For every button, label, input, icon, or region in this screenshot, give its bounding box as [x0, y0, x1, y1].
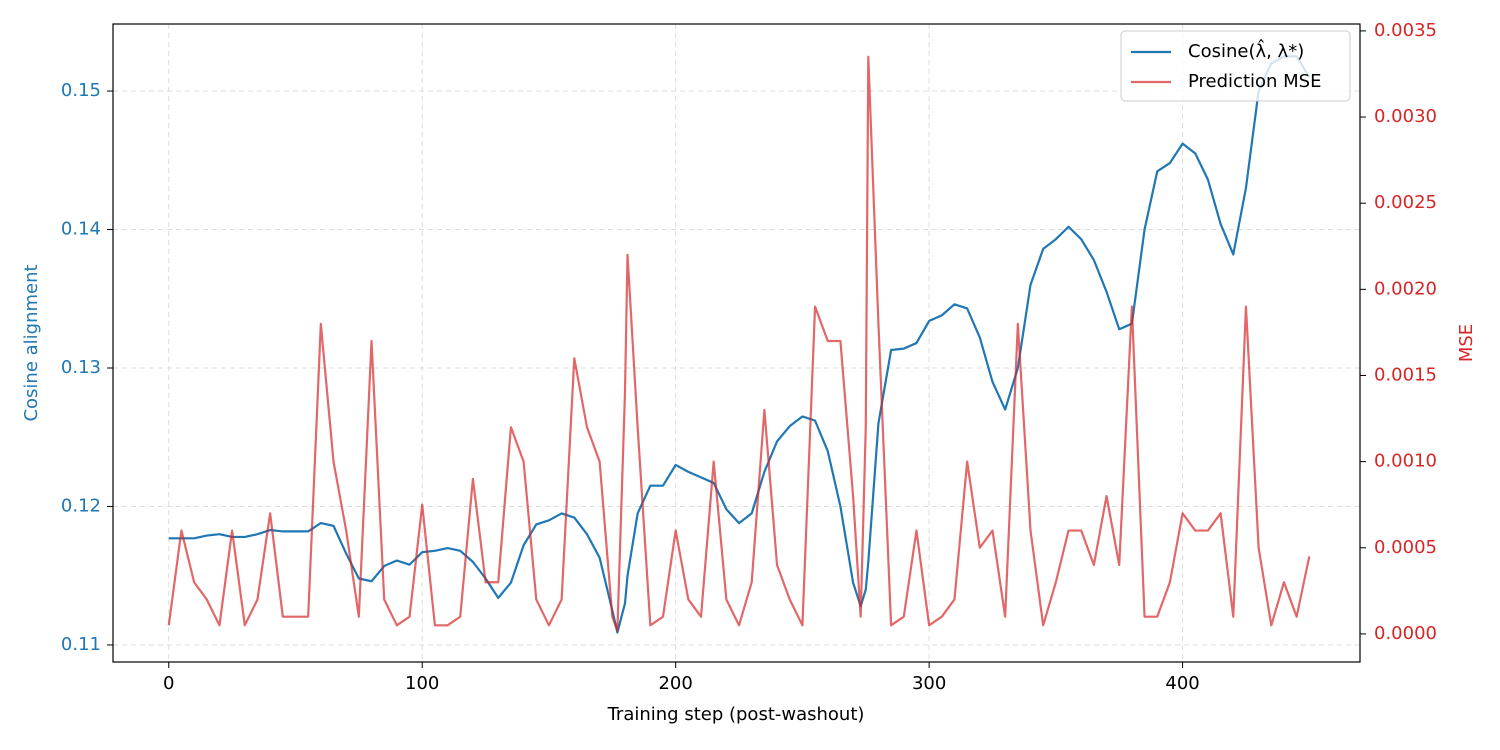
- y2-tick-label: 0.0015: [1374, 364, 1437, 385]
- y-tick-label: 0.14: [61, 219, 101, 240]
- y-tick-label: 0.11: [61, 634, 101, 655]
- x-tick-label: 100: [405, 673, 439, 694]
- y2-tick-label: 0.0010: [1374, 451, 1437, 472]
- legend-label: Cosine(λ̂, λ*): [1188, 39, 1304, 62]
- series-line: [167, 55, 1311, 632]
- y-axis-label: Cosine alignment: [21, 264, 42, 421]
- y2-tick-label: 0.0025: [1374, 192, 1437, 213]
- x-tick-label: 0: [163, 673, 174, 694]
- y2-tick-label: 0.0035: [1374, 20, 1437, 41]
- x-tick-label: 200: [658, 673, 692, 694]
- y-tick-label: 0.13: [61, 357, 101, 378]
- x-tick-label: 300: [912, 673, 946, 694]
- y2-tick-label: 0.0030: [1374, 106, 1437, 127]
- plot-frame: [112, 23, 1361, 663]
- y-tick-label: 0.12: [61, 495, 101, 516]
- legend-label: Prediction MSE: [1188, 71, 1321, 92]
- x-tick-label: 400: [1165, 673, 1199, 694]
- y2-tick-label: 0.0005: [1374, 537, 1437, 558]
- legend-box: [1120, 30, 1351, 102]
- y-tick-label: 0.15: [61, 80, 101, 101]
- series-line: [168, 55, 1311, 634]
- y2-axis-label: MSE: [1456, 324, 1477, 362]
- y2-tick-label: 0.0020: [1374, 278, 1437, 299]
- y2-tick-label: 0.0000: [1374, 623, 1437, 644]
- x-axis-label: Training step (post-washout): [607, 704, 865, 725]
